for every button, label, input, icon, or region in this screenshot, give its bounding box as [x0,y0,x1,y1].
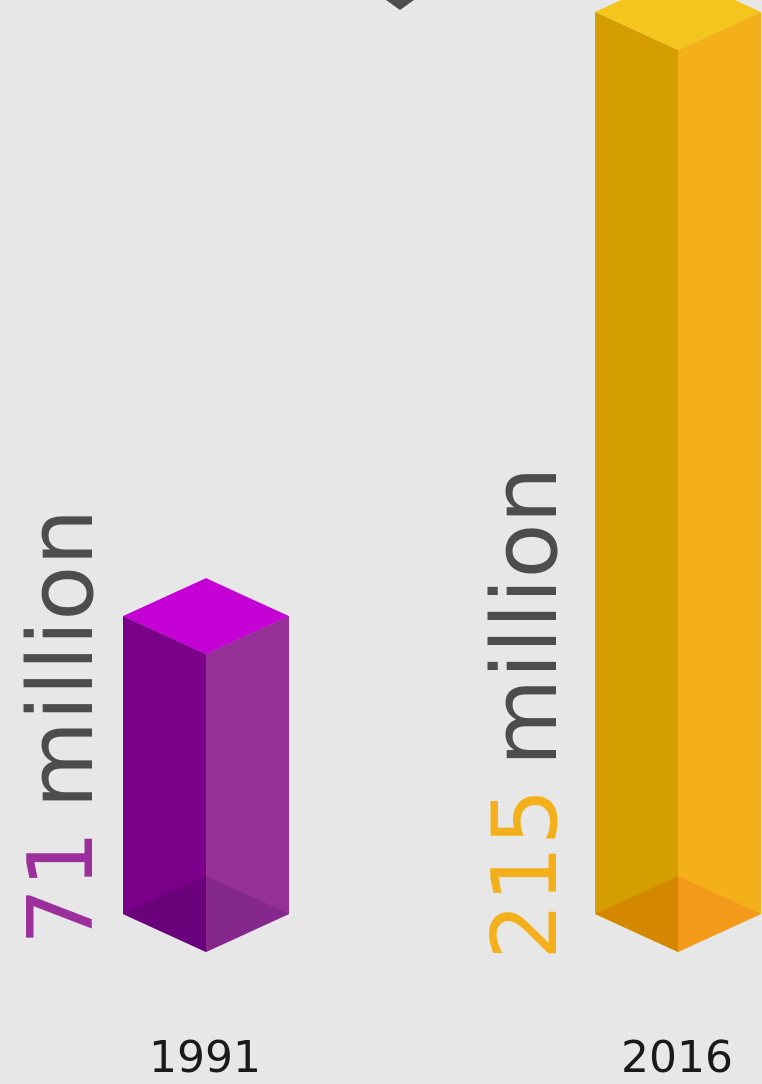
data-label-2016-unit: million [473,466,578,766]
bar-1991-bottom-shade-right [206,876,289,952]
bar-2016-left-face [595,12,678,952]
category-label-2016: 2016 [621,1032,733,1080]
bar-1991-top-face [123,578,289,655]
bar-2016-bottom-shade-left [595,876,678,952]
bar-1991-bottom-shade-left [123,876,206,952]
data-label-1991-unit: million [9,509,114,809]
bar-1991 [123,578,289,952]
bar-2016 [595,0,761,952]
data-label-1991-value: 71 [9,830,114,945]
top-chevron-decoration [386,0,414,10]
data-label-1991: 71 million [9,509,114,945]
bar-2016-bottom-shade-right [678,876,761,952]
bar-2016-right-face [678,12,761,952]
category-label-1991: 1991 [149,1032,261,1080]
data-label-2016: 215 million [473,466,578,960]
bar-2016-top-face [595,0,761,50]
bar-1991-right-face [206,616,289,952]
data-label-2016-value: 215 [473,788,578,960]
bar-1991-left-face [123,616,206,952]
